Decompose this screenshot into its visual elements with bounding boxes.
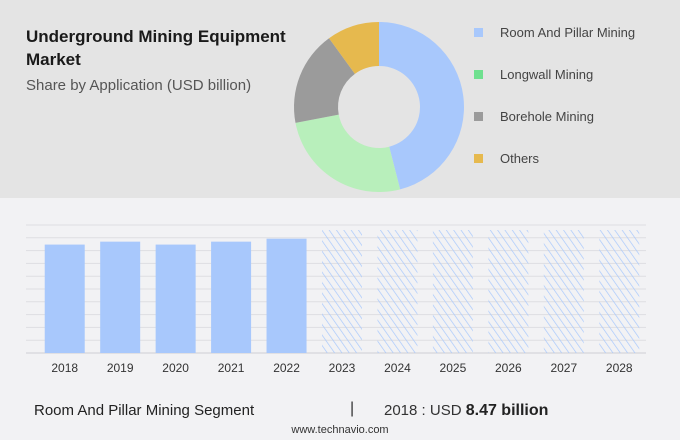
x-tick-label: 2022 xyxy=(273,361,300,375)
legend-item: Others xyxy=(474,137,635,179)
donut-slice-0 xyxy=(379,22,465,190)
legend-label: Others xyxy=(500,150,540,166)
donut-slice-2 xyxy=(294,38,355,123)
forecast-bar-2025 xyxy=(432,230,473,353)
source-url: www.technavio.com xyxy=(291,424,389,436)
legend-item: Room And Pillar Mining xyxy=(474,11,635,53)
donut-slice-3 xyxy=(329,22,379,74)
legend-label: Borehole Mining xyxy=(500,108,594,124)
forecast-bar-2023 xyxy=(322,230,362,353)
x-tick-label: 2024 xyxy=(384,361,411,375)
footer-value: 2018 : USD 8.47 billion xyxy=(384,402,548,420)
bar-2018 xyxy=(44,244,85,353)
x-tick-label: 2021 xyxy=(218,361,245,375)
legend-item: Longwall Mining xyxy=(474,53,635,95)
x-tick-label: 2025 xyxy=(440,361,467,375)
x-tick-label: 2019 xyxy=(107,361,134,375)
bar-2019 xyxy=(100,241,141,353)
x-tick-label: 2028 xyxy=(606,361,633,375)
bar-2021 xyxy=(211,241,252,353)
x-tick-label: 2027 xyxy=(550,361,577,375)
legend-swatch xyxy=(474,27,483,37)
bar-2020 xyxy=(155,244,196,353)
footer-amount: 8.47 billion xyxy=(465,402,549,419)
donut-chart xyxy=(294,22,465,193)
footer-year: 2018 : USD xyxy=(384,402,466,419)
bar-2022 xyxy=(266,238,307,353)
forecast-bar-2027 xyxy=(543,230,584,353)
x-tick-label: 2018 xyxy=(51,361,78,375)
x-tick-label: 2026 xyxy=(495,361,522,375)
bar-chart: 2018 2019 2020 2021 2022 2023 2024 2025 2026 2027… xyxy=(26,224,646,375)
legend-swatch xyxy=(474,69,483,79)
legend-swatch xyxy=(474,153,483,163)
forecast-bar-2024 xyxy=(377,230,418,353)
legend-item: Borehole Mining xyxy=(474,95,635,137)
x-tick-label: 2023 xyxy=(329,361,356,375)
footer-segment: Room And Pillar Mining Segment xyxy=(34,402,255,419)
legend-label: Room And Pillar Mining xyxy=(500,24,636,40)
donut-slice-1 xyxy=(295,114,401,193)
x-tick-label: 2020 xyxy=(162,361,189,375)
legend-label: Longwall Mining xyxy=(500,66,594,82)
chart-subtitle: Share by Application (USD billion) xyxy=(26,77,252,94)
forecast-bar-2026 xyxy=(488,230,529,353)
legend-swatch xyxy=(474,111,483,121)
forecast-bar-2028 xyxy=(599,230,640,353)
legend: Room And Pillar Mining Longwall Mining Bor… xyxy=(474,11,635,179)
chart-title: Underground Mining Equipment Market xyxy=(26,27,286,69)
footer-separator: | xyxy=(350,400,355,417)
